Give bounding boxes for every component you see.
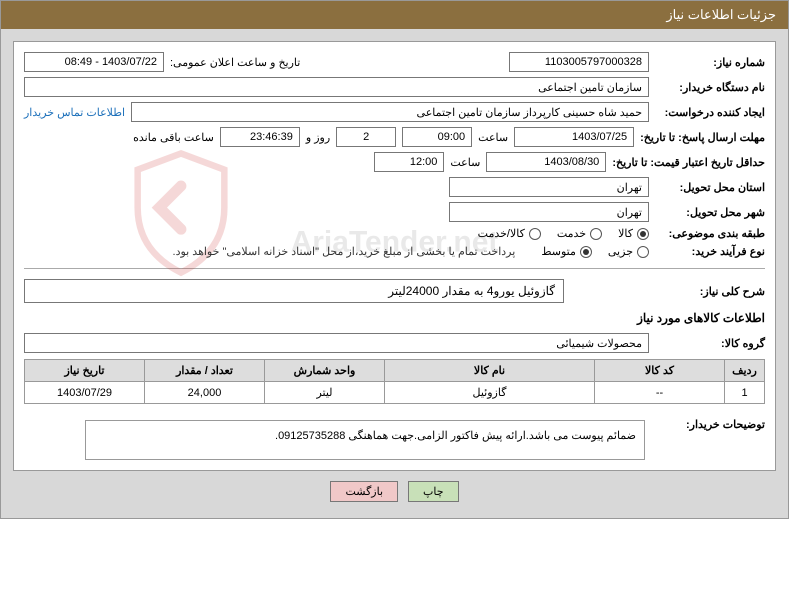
buyer-org-value: سازمان تامین اجتماعی (24, 77, 649, 97)
row-purchase-type: نوع فرآیند خرید: جزیی متوسط پرداخت تمام … (24, 245, 765, 258)
category-option-1-label: خدمت (557, 227, 586, 240)
row-requester: ایجاد کننده درخواست: حمید شاه حسینی کارپ… (24, 102, 765, 122)
summary-value: گازوئیل یورو4 به مقدار 24000لیتر (24, 279, 564, 303)
deadline-label: مهلت ارسال پاسخ: تا تاریخ: (640, 131, 765, 144)
deadline-countdown: 23:46:39 (220, 127, 300, 147)
category-label: طبقه بندی موضوعی: (655, 227, 765, 240)
th-date: تاریخ نیاز (25, 360, 145, 382)
table-header-row: ردیف کد کالا نام کالا واحد شمارش تعداد /… (25, 360, 765, 382)
table-row: 1 -- گازوئیل لیتر 24,000 1403/07/29 (25, 382, 765, 404)
validity-date: 1403/08/30 (486, 152, 606, 172)
announce-date-label: تاریخ و ساعت اعلان عمومی: (170, 56, 300, 69)
province-value: تهران (449, 177, 649, 197)
td-code: -- (595, 382, 725, 404)
form-panel: AriaTender.net شماره نیاز: 1103005797000… (13, 41, 776, 471)
requester-label: ایجاد کننده درخواست: (655, 106, 765, 119)
footer-buttons: چاپ بازگشت (13, 471, 776, 506)
purchase-type-option-1[interactable]: متوسط (541, 245, 592, 258)
content-area: AriaTender.net شماره نیاز: 1103005797000… (1, 29, 788, 518)
radio-icon (637, 228, 649, 240)
items-table: ردیف کد کالا نام کالا واحد شمارش تعداد /… (24, 359, 765, 404)
td-qty: 24,000 (145, 382, 265, 404)
purchase-type-option-0-label: جزیی (608, 245, 633, 258)
radio-icon (529, 228, 541, 240)
separator (24, 268, 765, 269)
deadline-remaining-label: ساعت باقی مانده (133, 131, 214, 144)
th-unit: واحد شمارش (265, 360, 385, 382)
th-qty: تعداد / مقدار (145, 360, 265, 382)
row-buyer-note: توضیحات خریدار: ضمائم پیوست می باشد.ارائ… (24, 412, 765, 460)
row-deadline: مهلت ارسال پاسخ: تا تاریخ: 1403/07/25 سا… (24, 127, 765, 147)
row-city: شهر محل تحویل: تهران (24, 202, 765, 222)
back-button[interactable]: بازگشت (330, 481, 398, 502)
requester-value: حمید شاه حسینی کارپرداز سازمان تامین اجت… (131, 102, 649, 122)
category-option-0[interactable]: کالا (618, 227, 649, 240)
row-buyer-org: نام دستگاه خریدار: سازمان تامین اجتماعی (24, 77, 765, 97)
radio-icon (580, 246, 592, 258)
announce-date-value: 1403/07/22 - 08:49 (24, 52, 164, 72)
purchase-type-radio-group: جزیی متوسط (541, 245, 649, 258)
buyer-note-value: ضمائم پیوست می باشد.ارائه پیش فاکتور الز… (85, 420, 645, 460)
group-value: محصولات شیمیائی (24, 333, 649, 353)
need-number-value: 1103005797000328 (509, 52, 649, 72)
deadline-date: 1403/07/25 (514, 127, 634, 147)
validity-label: حداقل تاریخ اعتبار قیمت: تا تاریخ: (612, 156, 765, 169)
province-label: استان محل تحویل: (655, 181, 765, 194)
category-radio-group: کالا خدمت کالا/خدمت (478, 227, 649, 240)
th-name: نام کالا (385, 360, 595, 382)
th-rownum: ردیف (725, 360, 765, 382)
td-name: گازوئیل (385, 382, 595, 404)
category-option-1[interactable]: خدمت (557, 227, 602, 240)
radio-icon (637, 246, 649, 258)
th-code: کد کالا (595, 360, 725, 382)
deadline-days: 2 (336, 127, 396, 147)
row-summary: شرح کلی نیاز: گازوئیل یورو4 به مقدار 240… (24, 279, 765, 303)
print-button[interactable]: چاپ (408, 481, 459, 502)
validity-time-label: ساعت (450, 156, 480, 169)
main-container: جزئیات اطلاعات نیاز AriaTender.net شماره… (0, 0, 789, 519)
validity-time: 12:00 (374, 152, 444, 172)
city-value: تهران (449, 202, 649, 222)
group-label: گروه کالا: (655, 337, 765, 350)
category-option-0-label: کالا (618, 227, 633, 240)
contact-link[interactable]: اطلاعات تماس خریدار (24, 106, 125, 119)
header-bar: جزئیات اطلاعات نیاز (1, 1, 788, 29)
purchase-type-option-0[interactable]: جزیی (608, 245, 649, 258)
row-group: گروه کالا: محصولات شیمیائی (24, 333, 765, 353)
summary-label: شرح کلی نیاز: (655, 285, 765, 298)
radio-icon (590, 228, 602, 240)
deadline-time-label: ساعت (478, 131, 508, 144)
row-province: استان محل تحویل: تهران (24, 177, 765, 197)
need-number-label: شماره نیاز: (655, 56, 765, 69)
buyer-note-label: توضیحات خریدار: (655, 412, 765, 431)
td-unit: لیتر (265, 382, 385, 404)
purchase-type-option-1-label: متوسط (541, 245, 576, 258)
purchase-type-note: پرداخت تمام یا بخشی از مبلغ خرید،از محل … (173, 245, 516, 258)
deadline-days-word: روز و (306, 131, 330, 144)
buyer-org-label: نام دستگاه خریدار: (655, 81, 765, 94)
city-label: شهر محل تحویل: (655, 206, 765, 219)
category-option-2[interactable]: کالا/خدمت (478, 227, 541, 240)
row-need-number: شماره نیاز: 1103005797000328 تاریخ و ساع… (24, 52, 765, 72)
page-title: جزئیات اطلاعات نیاز (666, 7, 776, 22)
deadline-time: 09:00 (402, 127, 472, 147)
td-rownum: 1 (725, 382, 765, 404)
category-option-2-label: کالا/خدمت (478, 227, 525, 240)
row-validity: حداقل تاریخ اعتبار قیمت: تا تاریخ: 1403/… (24, 152, 765, 172)
td-date: 1403/07/29 (25, 382, 145, 404)
purchase-type-label: نوع فرآیند خرید: (655, 245, 765, 258)
row-category: طبقه بندی موضوعی: کالا خدمت کالا/خدمت (24, 227, 765, 240)
items-section-title: اطلاعات کالاهای مورد نیاز (24, 311, 765, 325)
